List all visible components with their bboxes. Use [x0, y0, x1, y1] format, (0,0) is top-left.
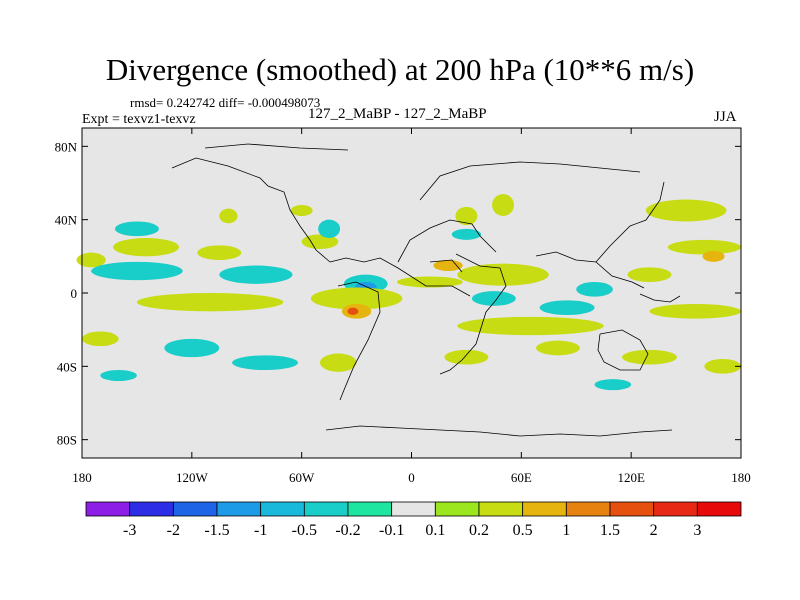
colorbar-label: 0.5: [513, 522, 533, 539]
x-tick-label: 180: [72, 470, 92, 485]
field-anomaly: [114, 221, 159, 237]
x-tick-label: 60E: [511, 470, 532, 485]
colorbar: -3 -2 -1.5 -1 -0.5 -0.2 -0.1 0.1 0.2 0.5 1 1.5 2 3: [85, 501, 742, 539]
colorbar-label: -1: [254, 522, 267, 539]
colorbar-label: -0.2: [335, 522, 360, 539]
field-anomaly: [649, 304, 741, 319]
y-tick-label: 0: [71, 286, 78, 301]
experiment-label: Expt = texvz1-texvz: [82, 112, 196, 127]
colorbar-box: [347, 501, 393, 517]
colorbar-box: [522, 501, 567, 517]
coastlines: [171, 143, 681, 437]
field-anomaly: [702, 250, 725, 262]
field-anomaly: [319, 353, 357, 372]
field-anomaly: [290, 205, 313, 216]
field-anomaly: [455, 206, 478, 226]
stats-line: rmsd= 0.242742 diff= -0.000498073: [130, 95, 321, 110]
colorbar-label: -0.1: [379, 522, 404, 539]
field-anomaly: [622, 349, 677, 365]
field-anomaly: [219, 208, 238, 224]
field-anomaly: [197, 245, 242, 260]
colorbar-box: [303, 501, 349, 517]
field-anomaly: [594, 379, 632, 391]
field-anomaly: [627, 267, 672, 282]
field-anomaly: [219, 265, 293, 284]
colorbar-label: 0.2: [469, 522, 489, 539]
field-anomaly: [232, 355, 299, 370]
colorbar-label: 2: [650, 522, 658, 539]
colorbar-label: -2: [167, 522, 180, 539]
field-layer: [76, 194, 742, 391]
x-tick-label: 120W: [176, 470, 209, 485]
field-anomaly: [576, 282, 613, 297]
colorbar-box: [565, 501, 611, 517]
colorbar-label: 3: [693, 522, 701, 539]
field-anomaly: [164, 338, 220, 358]
field-anomaly: [471, 291, 516, 306]
colorbar-box: [696, 501, 742, 517]
case-label: 127_2_MaBP - 127_2_MaBP: [308, 106, 487, 122]
x-tick-label: 0: [408, 470, 415, 485]
x-tick-label: 120E: [617, 470, 645, 485]
y-tick-label: 40N: [55, 213, 78, 228]
colorbar-box: [85, 501, 131, 517]
field-anomaly: [318, 219, 341, 238]
field-anomaly: [301, 234, 339, 250]
colorbar-label: -1.5: [204, 522, 229, 539]
plot-background: [82, 128, 741, 458]
chart-title: Divergence (smoothed) at 200 hPa (10**6 …: [105, 52, 695, 87]
field-anomaly: [396, 276, 463, 288]
colorbar-box: [391, 501, 436, 517]
colorbar-label: 1.5: [600, 522, 620, 539]
colorbar-label: -0.5: [292, 522, 317, 539]
field-anomaly: [91, 261, 183, 281]
colorbar-box: [129, 501, 174, 517]
field-anomaly: [457, 316, 604, 336]
x-axis: 180 120W 60W 0 60E 120E 180: [72, 128, 751, 485]
field-anomaly: [492, 194, 515, 216]
field-anomaly: [535, 340, 580, 356]
y-tick-label: 40S: [57, 359, 77, 374]
field-anomaly: [539, 300, 595, 315]
field-anomaly: [667, 239, 742, 255]
colorbar-box: [478, 501, 524, 517]
colorbar-label: 0.1: [425, 522, 445, 539]
field-anomaly: [444, 349, 489, 365]
field-anomaly: [433, 260, 463, 271]
colorbar-box: [653, 501, 698, 517]
field-anomaly: [76, 252, 106, 268]
season-label: JJA: [714, 109, 737, 125]
colorbar-label: 1: [562, 522, 570, 539]
field-anomaly: [100, 370, 137, 381]
field-anomaly: [645, 199, 727, 222]
field-anomaly: [113, 238, 180, 257]
y-axis: 80N 40N 0 40S 80S: [55, 139, 741, 448]
x-tick-label: 180: [731, 470, 751, 485]
colorbar-box: [216, 501, 262, 517]
y-tick-label: 80N: [55, 139, 78, 154]
field-anomaly: [451, 228, 482, 240]
colorbar-box: [172, 501, 218, 517]
field-anomaly: [136, 293, 284, 312]
field-anomaly: [347, 307, 359, 316]
field-anomaly: [704, 359, 741, 374]
field-anomaly: [457, 263, 549, 286]
colorbar-box: [260, 501, 305, 517]
colorbar-label: -3: [123, 522, 136, 539]
y-tick-label: 80S: [57, 433, 77, 448]
colorbar-box: [609, 501, 655, 517]
colorbar-box: [434, 501, 480, 517]
x-tick-label: 60W: [289, 470, 315, 485]
field-anomaly: [82, 331, 119, 347]
